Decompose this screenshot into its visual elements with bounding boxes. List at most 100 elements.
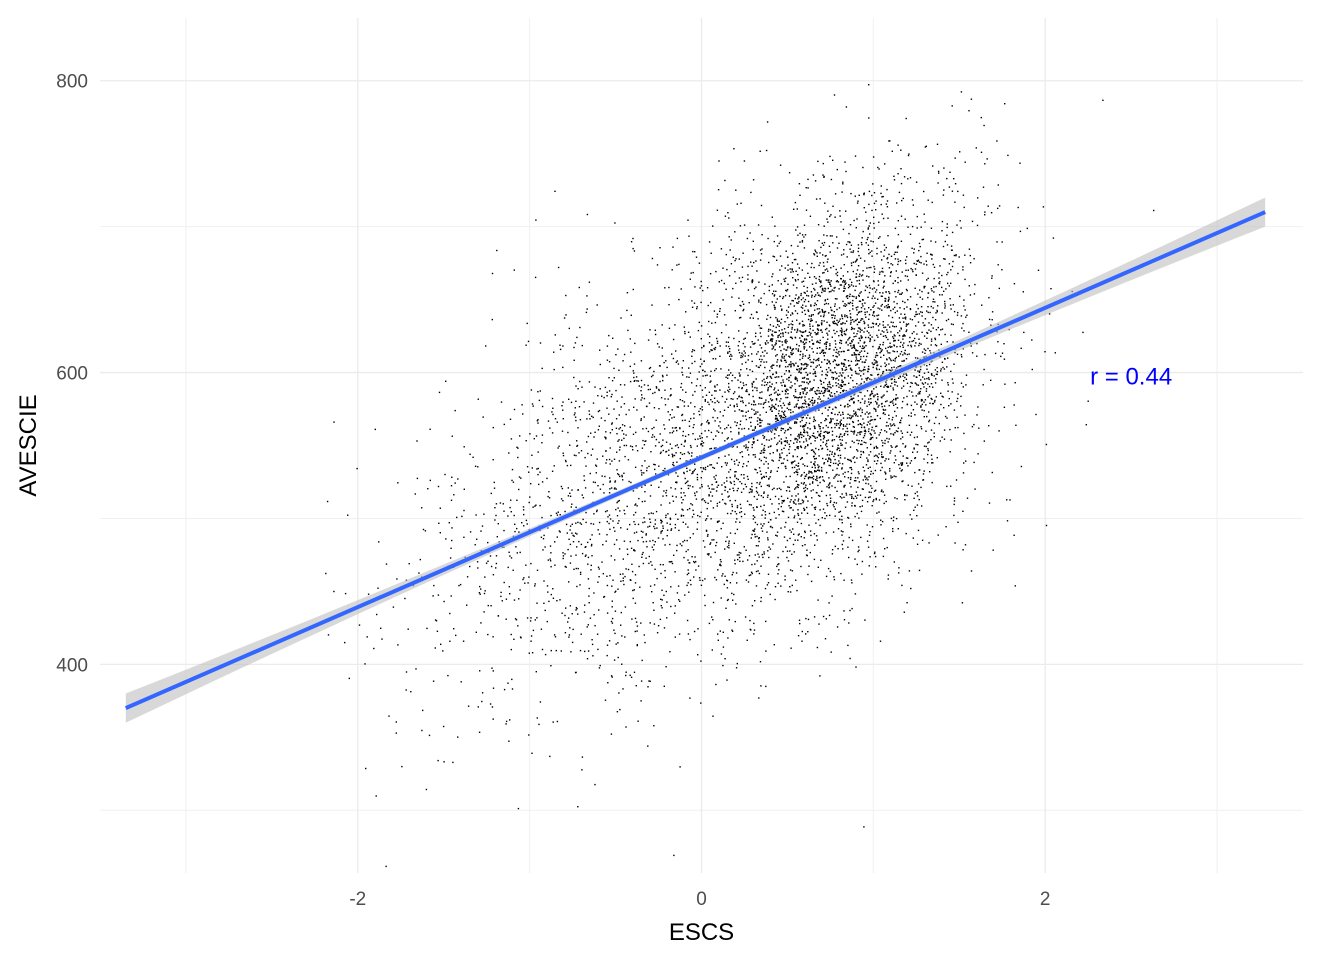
scatter-point — [764, 366, 766, 369]
scatter-point — [491, 667, 493, 669]
scatter-point — [586, 295, 588, 297]
scatter-point — [528, 471, 530, 473]
scatter-point — [866, 411, 868, 413]
scatter-point — [957, 521, 959, 523]
scatter-point — [571, 532, 573, 534]
scatter-point — [686, 376, 688, 378]
scatter-point — [681, 414, 683, 417]
scatter-point — [841, 493, 843, 495]
scatter-point — [625, 726, 627, 728]
scatter-point — [900, 149, 902, 151]
scatter-point — [847, 430, 849, 433]
scatter-point — [1006, 520, 1009, 522]
scatter-point — [901, 584, 903, 587]
scatter-point — [750, 491, 752, 493]
scatter-point — [683, 471, 685, 474]
scatter-point — [509, 418, 512, 420]
scatter-point — [652, 539, 654, 542]
scatter-point — [779, 453, 781, 455]
scatter-point — [549, 558, 551, 560]
scatter-point — [780, 375, 783, 378]
scatter-point — [880, 305, 882, 307]
scatter-point — [779, 400, 781, 402]
scatter-point — [533, 438, 535, 440]
scatter-point — [824, 300, 826, 302]
scatter-point — [813, 295, 816, 298]
scatter-point — [799, 518, 801, 520]
scatter-point — [875, 322, 878, 325]
scatter-point — [759, 414, 761, 416]
scatter-point — [780, 405, 782, 407]
scatter-point — [692, 433, 694, 435]
scatter-point — [920, 426, 922, 428]
scatter-point — [964, 448, 966, 450]
scatter-point — [822, 336, 824, 339]
scatter-point — [844, 405, 846, 407]
scatter-point — [889, 470, 891, 472]
scatter-point — [449, 640, 451, 642]
scatter-point — [781, 309, 783, 311]
scatter-point — [847, 302, 849, 304]
scatter-point — [880, 365, 882, 368]
scatter-point — [718, 501, 721, 503]
scatter-point — [853, 430, 856, 432]
scatter-point — [839, 392, 842, 394]
scatter-point — [903, 335, 905, 337]
scatter-point — [932, 316, 934, 319]
scatter-point — [675, 481, 677, 483]
scatter-point — [670, 394, 672, 396]
scatter-point — [536, 569, 539, 571]
scatter-point — [885, 246, 887, 249]
scatter-point — [927, 199, 929, 201]
scatter-point — [886, 206, 889, 208]
scatter-point — [921, 351, 924, 353]
scatter-point — [844, 369, 846, 371]
scatter-point — [904, 376, 906, 379]
scatter-point — [869, 394, 872, 396]
scatter-point — [793, 515, 796, 517]
scatter-point — [736, 398, 739, 400]
scatter-point — [687, 559, 689, 561]
scatter-point — [774, 387, 776, 389]
scatter-point — [795, 480, 798, 482]
scatter-point — [609, 432, 612, 434]
scatter-point — [947, 318, 950, 321]
scatter-point — [678, 599, 680, 601]
scatter-point — [921, 505, 923, 507]
scatter-point — [751, 382, 753, 385]
scatter-point — [767, 314, 769, 317]
scatter-point — [831, 549, 834, 551]
scatter-point — [873, 359, 876, 361]
scatter-point — [869, 556, 871, 558]
scatter-point — [790, 366, 792, 368]
scatter-point — [802, 355, 804, 357]
scatter-point — [958, 256, 960, 258]
scatter-point — [638, 385, 640, 387]
scatter-point — [663, 490, 665, 492]
scatter-point — [643, 384, 646, 386]
scatter-point — [613, 543, 616, 546]
scatter-point — [840, 340, 843, 342]
scatter-point — [626, 309, 628, 312]
scatter-point — [553, 465, 555, 467]
scatter-point — [908, 153, 910, 155]
scatter-point — [740, 474, 743, 476]
scatter-point — [541, 648, 544, 651]
scatter-point — [567, 431, 569, 434]
scatter-point — [968, 248, 971, 250]
scatter-point — [587, 650, 590, 652]
scatter-point — [814, 508, 816, 510]
scatter-point — [483, 513, 485, 515]
scatter-point — [802, 341, 804, 344]
scatter-point — [941, 328, 944, 330]
scatter-point — [586, 626, 588, 628]
scatter-point — [919, 393, 921, 395]
scatter-point — [780, 382, 782, 384]
scatter-point — [869, 531, 871, 533]
scatter-point — [755, 286, 757, 288]
scatter-point — [750, 425, 752, 427]
scatter-point — [686, 470, 688, 473]
scatter-point — [776, 531, 779, 533]
scatter-point — [871, 390, 873, 392]
scatter-point — [633, 589, 635, 591]
